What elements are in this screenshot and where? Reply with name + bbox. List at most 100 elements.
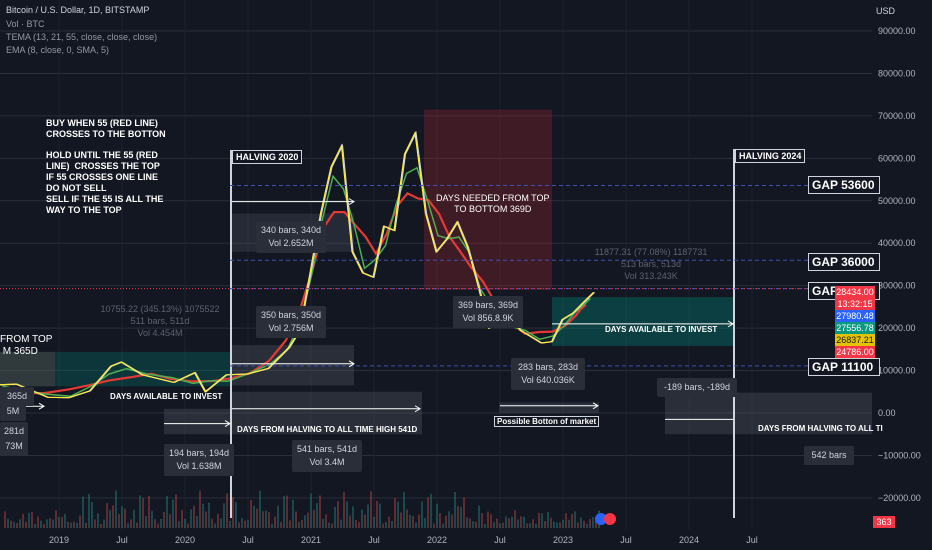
- y-tick-label: 70000.00: [878, 111, 916, 121]
- volume-bar: [253, 505, 255, 528]
- volume-bar: [97, 513, 99, 528]
- x-tick-label: 2024: [679, 535, 699, 545]
- volume-bar: [475, 521, 477, 528]
- volume-bar: [355, 519, 357, 528]
- volume-bar: [328, 522, 330, 528]
- measure-label-left: 10755.22 (345.13%) 1075522 511 bars, 511…: [100, 304, 220, 338]
- volume-bar: [376, 501, 378, 528]
- volume-bar: [280, 521, 282, 528]
- volume-bar: [169, 514, 171, 528]
- volume-bar: [148, 496, 150, 528]
- volume-bar: [10, 520, 12, 528]
- x-tick-label: Jul: [116, 535, 128, 545]
- hold-rule-note: HOLD UNTIL THE 55 (RED LINE) CROSSES THE…: [46, 150, 164, 215]
- volume-bar: [439, 513, 441, 528]
- range-box-369: 369 bars, 369d Vol 856.8.9K: [453, 296, 523, 328]
- volume-bar: [460, 507, 462, 528]
- volume-bar: [472, 521, 474, 528]
- volume-bar: [493, 522, 495, 528]
- volume-bar: [259, 490, 261, 528]
- volume-bar: [580, 517, 582, 528]
- volume-bar: [538, 512, 540, 528]
- arrow-bottom-head: [592, 402, 599, 410]
- range-box-340: 340 bars, 340d Vol 2.652M: [256, 221, 326, 253]
- price-tag-ema: 24786.00: [835, 346, 875, 358]
- volume-bar: [520, 516, 522, 528]
- volume-bar: [418, 514, 420, 528]
- price-tag-last: 28434.00: [835, 286, 875, 298]
- volume-bar: [307, 512, 309, 528]
- volume-bar: [592, 516, 594, 528]
- volume-bar: [478, 505, 480, 528]
- volume-bar: [310, 493, 312, 528]
- volume-bar: [595, 521, 597, 528]
- volume-bar: [502, 522, 504, 528]
- price-tag-tema13: 27980.48: [835, 310, 875, 322]
- volume-bar: [130, 519, 132, 528]
- volume-bar: [208, 502, 210, 528]
- range-band-542: [735, 392, 872, 435]
- volume-bar: [235, 502, 237, 528]
- volume-bar: [178, 521, 180, 528]
- volume-bar: [73, 521, 75, 528]
- volume-bar: [187, 523, 189, 528]
- volume-bar: [388, 516, 390, 528]
- range-band-350: [232, 345, 354, 386]
- volume-bar: [43, 523, 45, 528]
- volume-bar: [79, 515, 81, 528]
- volume-bar: [298, 521, 300, 528]
- volume-bar: [289, 520, 291, 528]
- volume-bar: [463, 497, 465, 528]
- volume-bar: [589, 519, 591, 528]
- arrow-194-head: [224, 420, 231, 428]
- halving-2020-label: HALVING 2020: [232, 150, 303, 164]
- volume-bar: [244, 520, 246, 528]
- arrow-340-head: [348, 198, 355, 206]
- volume-bar: [445, 515, 447, 528]
- gap-label-11100: GAP 11100: [808, 358, 880, 376]
- volume-bar: [304, 515, 306, 528]
- volume-bar: [550, 517, 552, 528]
- volume-legend[interactable]: Vol · BTC: [6, 19, 45, 29]
- volume-bar: [466, 517, 468, 528]
- ema-legend[interactable]: EMA (8, close, 0, SMA, 5): [6, 45, 110, 55]
- range-box-left-5m: 5M: [0, 402, 26, 421]
- gap-label-53600: GAP 53600: [808, 176, 880, 194]
- volume-bar: [199, 490, 201, 528]
- volume-bar: [274, 516, 276, 528]
- volume-bar: [58, 516, 60, 528]
- volume-bar: [223, 503, 225, 528]
- volume-bar: [448, 511, 450, 528]
- volume-bar: [556, 522, 558, 528]
- range-box-542: 542 bars: [804, 446, 854, 465]
- volume-bar: [451, 514, 453, 528]
- volume-bar: [163, 512, 165, 528]
- volume-bar: [340, 519, 342, 528]
- flag-icon: [595, 513, 607, 525]
- volume-bar: [4, 511, 6, 528]
- range-box-194: 194 bars, 194d Vol 1.638M: [164, 444, 234, 476]
- tema-legend[interactable]: TEMA (13, 21, 55, close, close, close): [6, 32, 158, 42]
- x-tick-label: Jul: [368, 535, 380, 545]
- volume-bar: [295, 511, 297, 528]
- volume-bar: [118, 514, 120, 528]
- volume-bar: [571, 514, 573, 528]
- volume-bar: [316, 503, 318, 528]
- chart-title: Bitcoin / U.S. Dollar, 1D, BITSTAMP: [6, 5, 150, 15]
- volume-bar: [559, 522, 561, 528]
- x-tick-label: Jul: [494, 535, 506, 545]
- volume-bar: [433, 523, 435, 528]
- volume-bar: [400, 512, 402, 528]
- volume-bar: [499, 523, 501, 528]
- volume-bar: [109, 510, 111, 528]
- volume-bar: [325, 514, 327, 528]
- volume-bar: [196, 515, 198, 528]
- volume-bar: [373, 516, 375, 528]
- volume-bar: [238, 522, 240, 528]
- volume-bar: [7, 518, 9, 528]
- volume-bar: [283, 495, 285, 528]
- days-invest-note: DAYS AVAILABLE TO INVEST: [110, 392, 223, 401]
- volume-bar: [13, 522, 15, 528]
- volume-bar: [145, 516, 147, 528]
